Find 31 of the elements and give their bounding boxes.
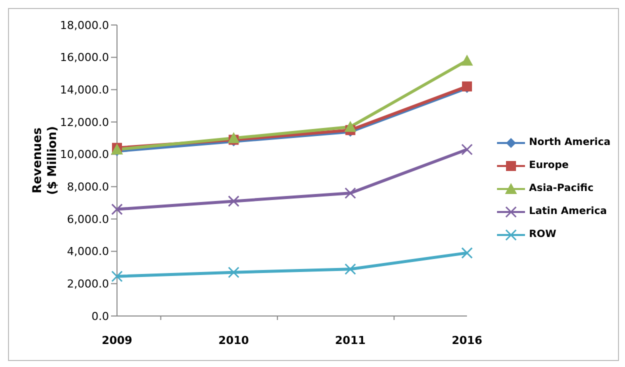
- legend-label: Latin America: [529, 206, 607, 217]
- y-tick-label: 8,000.0: [67, 180, 109, 194]
- point: [228, 195, 240, 207]
- legend-label: Asia-Pacific: [529, 183, 594, 194]
- point: [228, 266, 240, 278]
- point: [344, 120, 356, 132]
- y-tick-label: 16,000.0: [60, 51, 109, 64]
- x-tick-label: 2011: [335, 334, 366, 347]
- y-tick-label: 0.0: [92, 310, 109, 323]
- legend-label: ROW: [529, 229, 556, 240]
- point: [111, 204, 123, 216]
- y-tick-label: 6,000.0: [67, 212, 109, 226]
- y-axis-title: Revenues ($ Million): [30, 126, 59, 195]
- point: [111, 270, 123, 282]
- point: [344, 263, 356, 275]
- x-tick-label: 2010: [218, 334, 250, 347]
- point: [461, 144, 473, 156]
- point: [461, 247, 473, 259]
- y-tick-label: 4,000.0: [67, 245, 109, 258]
- point: [344, 187, 356, 199]
- y-tick-label: 2,000.0: [67, 278, 109, 291]
- x-tick-label: 2016: [452, 334, 483, 347]
- y-tick-label: 10,000.0: [60, 148, 109, 162]
- legend-label: Europe: [529, 160, 569, 171]
- point: [228, 132, 240, 144]
- y-tick-label: 14,000.0: [60, 84, 109, 97]
- x-tick-label: 2009: [102, 334, 132, 347]
- point: [461, 54, 473, 66]
- legend-label: North America: [529, 137, 611, 148]
- y-tick-label: 12,000.0: [60, 116, 109, 129]
- y-tick-label: 18,000.0: [60, 18, 109, 32]
